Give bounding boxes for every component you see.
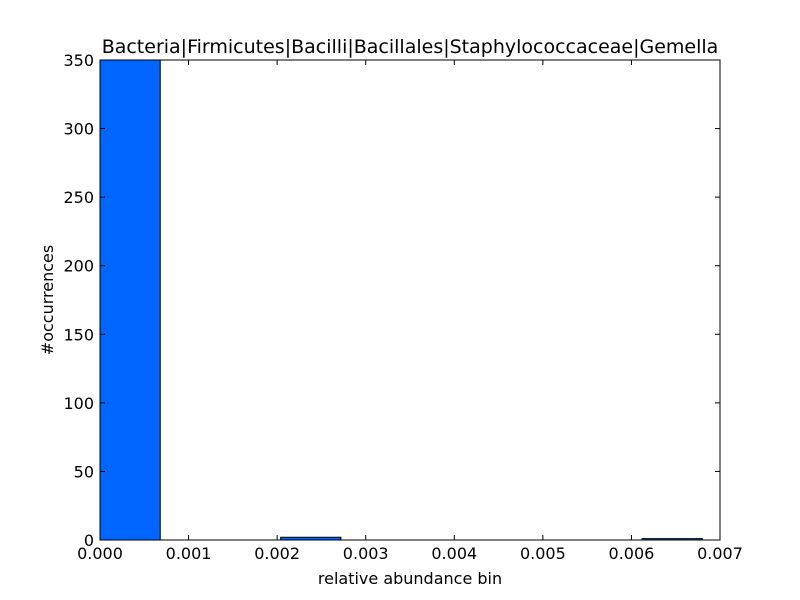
bars-group [99, 59, 703, 541]
y-tick-label-0: 0 [84, 531, 94, 550]
y-axis-ticks: 0 50 100 150 200 250 300 350 [63, 51, 720, 550]
y-tick-label-5: 250 [63, 188, 94, 207]
y-tick-label-3: 150 [63, 325, 94, 344]
y-axis-label: #occurrences [38, 245, 57, 355]
y-tick-label-1: 50 [74, 462, 94, 481]
x-tick-label-4: 0.004 [431, 544, 477, 563]
x-tick-label-7: 0.007 [697, 544, 743, 563]
plot-frame [99, 59, 721, 541]
y-tick-label-6: 300 [63, 120, 94, 139]
histogram-bar-0 [99, 59, 161, 541]
x-tick-label-5: 0.005 [520, 544, 566, 563]
y-tick-label-4: 200 [63, 257, 94, 276]
y-tick-label-2: 100 [63, 394, 94, 413]
x-tick-label-0: 0.000 [77, 544, 123, 563]
y-tick-label-7: 350 [63, 51, 94, 70]
x-tick-label-3: 0.003 [343, 544, 389, 563]
chart-title: Bacteria|Firmicutes|Bacilli|Bacillales|S… [102, 36, 719, 58]
x-axis-ticks: 0.000 0.001 0.002 0.003 0.004 0.005 0.006 0.007 [77, 60, 743, 563]
x-tick-label-6: 0.006 [609, 544, 655, 563]
x-axis-label: relative abundance bin [318, 569, 502, 588]
x-tick-label-1: 0.001 [166, 544, 212, 563]
x-tick-label-2: 0.002 [254, 544, 300, 563]
